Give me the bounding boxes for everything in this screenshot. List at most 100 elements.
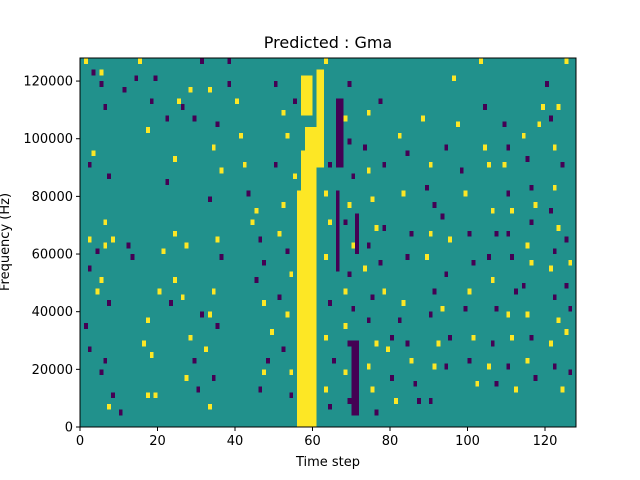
heatmap-cell <box>525 357 530 364</box>
heatmap-cell <box>293 98 298 105</box>
heatmap-cell <box>417 398 422 404</box>
heatmap-cell <box>510 254 515 260</box>
heatmap-cell <box>529 184 534 191</box>
heatmap-cell <box>483 144 487 151</box>
heatmap-cell <box>552 184 557 191</box>
heatmap-cell <box>486 363 491 370</box>
heatmap-cell <box>118 409 123 416</box>
heatmap-cell <box>293 173 298 180</box>
heatmap-cell <box>269 328 274 335</box>
y-axis: 0 20000 40000 60000 80000 100000 120000 <box>23 75 80 436</box>
heatmap-cell <box>444 144 449 151</box>
heatmap-cell <box>173 230 177 237</box>
heatmap-cell <box>428 230 433 237</box>
heatmap-cell <box>548 340 553 347</box>
heatmap-cell <box>568 369 573 376</box>
heatmap-cell <box>87 346 92 353</box>
heatmap-cell <box>91 150 96 157</box>
heatmap-cell <box>424 184 429 191</box>
heatmap-cell <box>262 300 267 306</box>
heatmap-cell <box>494 380 499 387</box>
heatmap-band <box>335 98 344 168</box>
heatmap-cell <box>145 127 150 133</box>
heatmap-cell <box>107 403 112 410</box>
heatmap-band <box>316 69 325 168</box>
heatmap-cell <box>266 357 270 364</box>
heatmap-cell <box>382 161 387 168</box>
heatmap-cell <box>165 115 170 122</box>
heatmap-cell <box>413 380 418 387</box>
heatmap-cell <box>564 282 569 289</box>
heatmap-cell <box>545 81 549 87</box>
heatmap-cell <box>188 86 193 93</box>
heatmap-cell <box>405 254 410 260</box>
heatmap-cell <box>192 115 197 122</box>
heatmap-cell <box>227 81 232 87</box>
heatmap-cell <box>483 104 487 110</box>
heatmap-cell <box>169 300 174 306</box>
heatmap-cell <box>529 219 534 226</box>
heatmap-cell <box>277 230 282 237</box>
x-axis: 0 20 40 60 80 100 120 <box>76 427 557 449</box>
y-tick-label: 20000 <box>32 363 73 378</box>
heatmap-cell <box>471 334 476 341</box>
heatmap-cell <box>521 282 526 289</box>
heatmap-cell <box>324 334 329 341</box>
heatmap-cell <box>401 300 406 306</box>
heatmap-cell <box>521 132 526 139</box>
heatmap-band <box>297 190 317 427</box>
heatmap-cell <box>506 144 511 151</box>
heatmap-cell <box>548 265 553 272</box>
heatmap-cell <box>568 259 573 266</box>
heatmap-cell <box>409 357 414 364</box>
heatmap-cell <box>273 161 278 168</box>
heatmap-cell <box>556 104 561 110</box>
heatmap-cell <box>328 403 332 410</box>
heatmap-cell <box>103 104 108 110</box>
heatmap-cell <box>153 392 158 399</box>
heatmap-cell <box>258 236 263 243</box>
y-tick-label: 60000 <box>32 248 73 263</box>
heatmap-cell <box>374 340 379 347</box>
x-tick-label: 80 <box>382 434 399 449</box>
heatmap-cell <box>490 277 495 283</box>
heatmap-cell <box>424 254 429 260</box>
heatmap-cell <box>204 346 208 353</box>
heatmap-cell <box>347 398 352 404</box>
heatmap-cell <box>215 236 220 243</box>
heatmap-cell <box>510 207 515 214</box>
heatmap-cell <box>145 392 150 399</box>
chart-title: Predicted : Gma <box>264 33 392 52</box>
heatmap-cell <box>370 196 375 203</box>
x-axis-label: Time step <box>295 455 360 470</box>
heatmap-cell <box>490 340 495 347</box>
heatmap-cell <box>463 190 468 197</box>
heatmap-cell <box>254 277 259 283</box>
heatmap-cell <box>397 317 402 324</box>
heatmap-cell <box>347 81 352 87</box>
heatmap-cell <box>564 328 569 335</box>
heatmap-cell <box>173 277 177 283</box>
heatmap-background <box>80 58 576 427</box>
heatmap-cell <box>552 144 557 151</box>
heatmap-cell <box>343 288 348 295</box>
heatmap-band <box>355 213 360 255</box>
heatmap-cell <box>525 242 530 249</box>
heatmap-cell <box>134 75 139 82</box>
heatmap-cell <box>390 334 394 341</box>
heatmap-cell <box>180 104 185 110</box>
heatmap-cell <box>161 248 166 255</box>
heatmap-cell <box>107 300 112 306</box>
heatmap-cell <box>211 375 216 381</box>
heatmap-cell <box>165 179 170 185</box>
heatmap-cell <box>235 98 239 105</box>
heatmap-cell <box>490 207 495 214</box>
heatmap-cell <box>467 288 472 295</box>
heatmap-cell <box>324 58 329 64</box>
heatmap-cell <box>351 242 356 249</box>
y-tick-label: 0 <box>65 421 73 436</box>
heatmap-cell <box>103 357 108 364</box>
heatmap-cell <box>467 357 472 364</box>
heatmap-cell <box>494 230 499 237</box>
heatmap-cell <box>188 334 193 341</box>
